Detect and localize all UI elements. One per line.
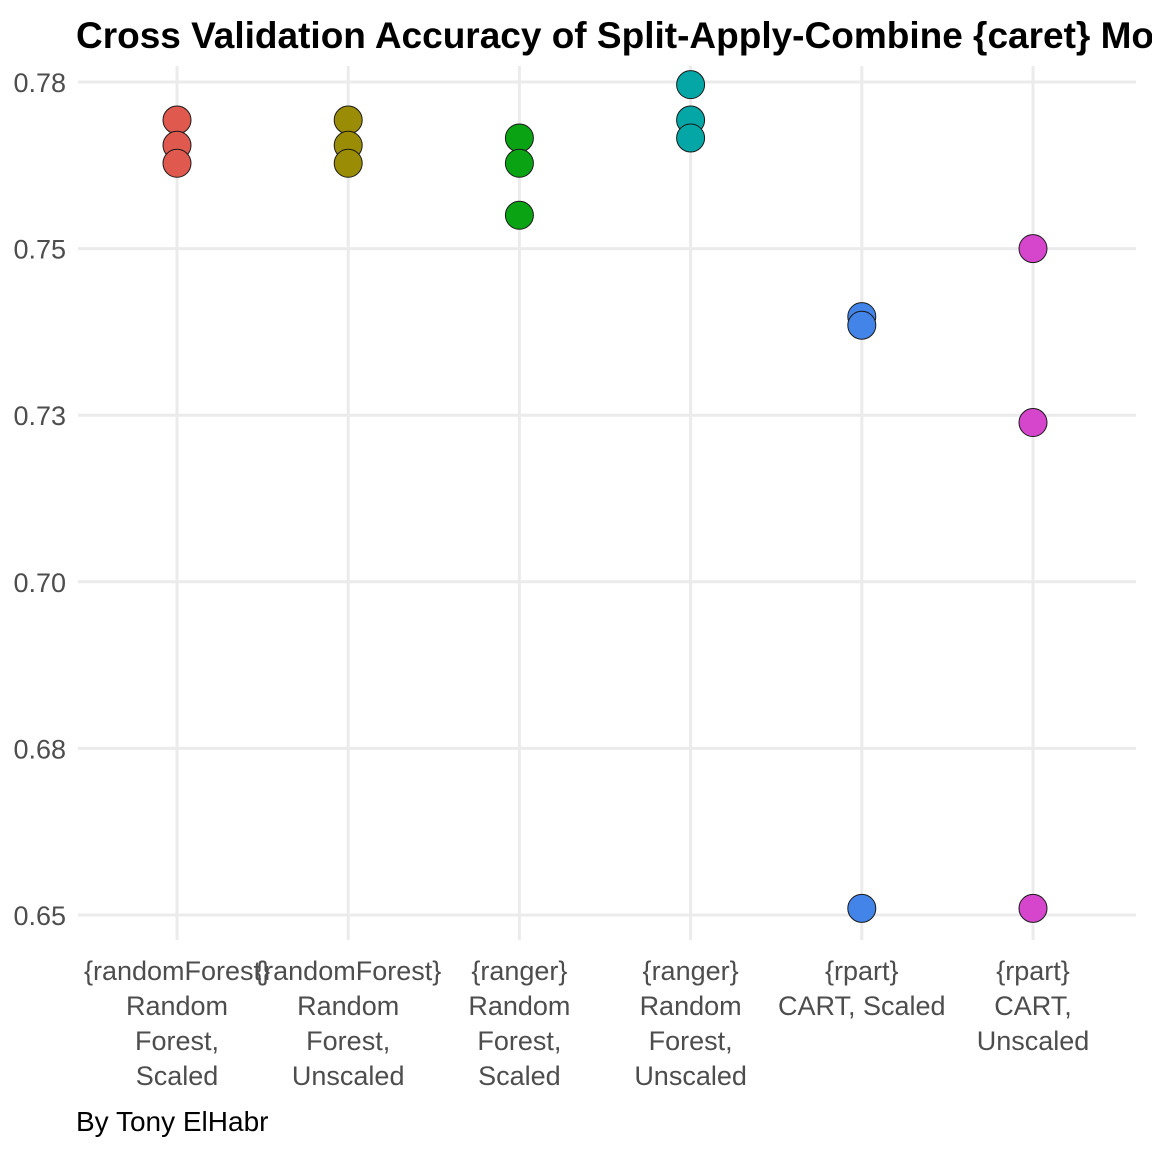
- x-tick-label: {rpart} CART, Scaled: [778, 956, 946, 1021]
- data-point: [676, 70, 706, 100]
- x-tick-label-line: {ranger}: [643, 956, 739, 986]
- x-tick-label-line: Forest,: [306, 1026, 390, 1056]
- y-tick-label: 0.78: [13, 68, 66, 98]
- data-point: [847, 893, 877, 923]
- x-tick-label-line: {rpart}: [996, 956, 1070, 986]
- x-tick-label: {rpart} CART, Unscaled: [977, 956, 1090, 1056]
- x-tick-label-line: Scaled: [478, 1061, 561, 1091]
- x-tick-label-line: Forest,: [477, 1026, 561, 1056]
- data-points: [162, 70, 1048, 923]
- data-point: [1018, 408, 1048, 438]
- x-tick-label: {ranger} Random Forest, Unscaled: [634, 956, 747, 1091]
- x-tick-label-line: {ranger}: [471, 956, 567, 986]
- x-tick-label-line: Forest,: [135, 1026, 219, 1056]
- x-tick-label-line: {rpart}: [825, 956, 899, 986]
- x-tick-label-line: Random: [126, 991, 228, 1021]
- grid-lines: [78, 66, 1136, 940]
- x-tick-label-line: Random: [297, 991, 399, 1021]
- y-tick-label: 0.68: [13, 734, 66, 764]
- data-point: [333, 105, 363, 135]
- x-tick-label-line: CART,: [994, 991, 1072, 1021]
- data-point: [504, 200, 534, 230]
- data-point: [162, 105, 192, 135]
- x-tick-label-line: Forest,: [649, 1026, 733, 1056]
- x-tick-label-line: CART, Scaled: [778, 991, 946, 1021]
- data-point: [1018, 893, 1048, 923]
- x-tick-label: {randomForest} Random Forest, Scaled: [84, 956, 270, 1091]
- x-tick-label: {randomForest} Random Forest, Unscaled: [255, 956, 441, 1091]
- x-tick-label-line: Unscaled: [292, 1061, 405, 1091]
- x-tick-label-line: Random: [640, 991, 742, 1021]
- data-point: [162, 148, 192, 178]
- data-point: [333, 148, 363, 178]
- y-tick-label: 0.65: [13, 901, 66, 931]
- data-point: [847, 310, 877, 340]
- x-tick-label-line: Unscaled: [977, 1026, 1090, 1056]
- chart-title: Cross Validation Accuracy of Split-Apply…: [76, 15, 1152, 56]
- data-point: [1018, 234, 1048, 264]
- chart-caption: By Tony ElHabr: [76, 1106, 268, 1137]
- x-tick-label: {ranger} Random Forest, Scaled: [468, 956, 570, 1091]
- x-tick-label-line: Random: [468, 991, 570, 1021]
- x-axis-ticks: {randomForest} Random Forest, Scaled{random…: [84, 956, 1089, 1091]
- data-point: [504, 123, 534, 153]
- y-tick-label: 0.75: [13, 235, 66, 265]
- x-tick-label-line: Scaled: [136, 1061, 219, 1091]
- data-point: [504, 148, 534, 178]
- y-axis-ticks: 0.65 0.68 0.70 0.73 0.75 0.78: [13, 68, 66, 931]
- x-tick-label-line: {randomForest}: [84, 956, 270, 986]
- data-point: [676, 123, 706, 153]
- x-tick-label-line: {randomForest}: [255, 956, 441, 986]
- y-tick-label: 0.70: [13, 568, 66, 598]
- x-tick-label-line: Unscaled: [634, 1061, 747, 1091]
- y-tick-label: 0.73: [13, 401, 66, 431]
